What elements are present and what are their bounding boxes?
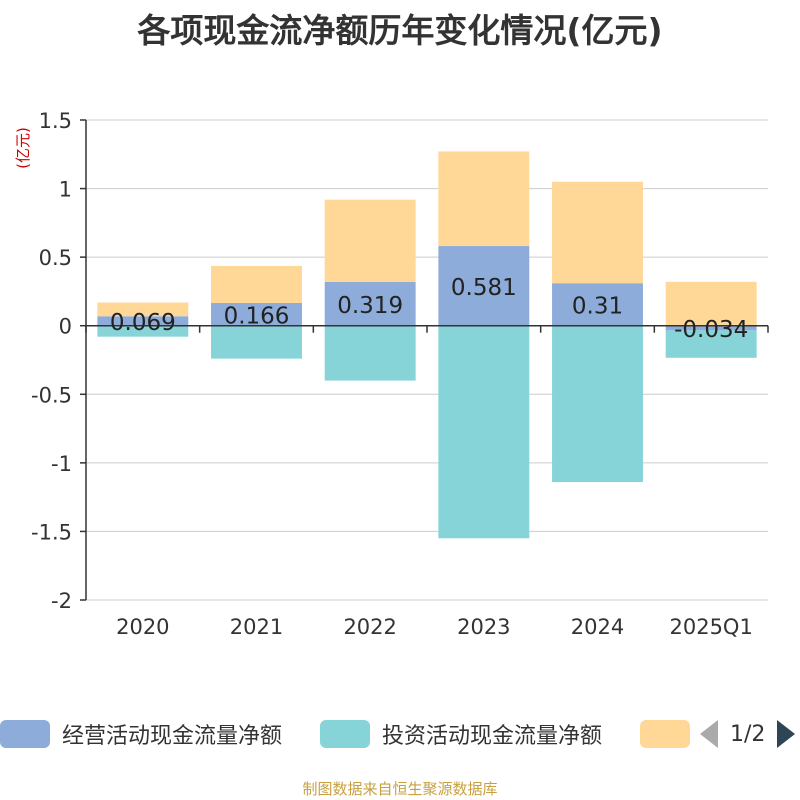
legend-pager: 1/2	[700, 716, 796, 752]
bar-series-0-2020[interactable]	[97, 316, 189, 326]
y-tick-label: 1	[59, 178, 72, 202]
legend-swatch-investing	[320, 720, 370, 748]
y-tick-label: -1.5	[31, 520, 72, 544]
legend-label-investing: 投资活动现金流量净额	[382, 724, 603, 749]
legend-item-third[interactable]	[640, 716, 690, 752]
bar-series-2-2021[interactable]	[211, 265, 302, 303]
bar-series-1-2022[interactable]	[324, 325, 416, 381]
bar-series-0-2022[interactable]	[324, 281, 416, 326]
y-tick-label: 0.5	[39, 246, 72, 270]
y-tick-label: -1	[51, 452, 72, 476]
bar-series-0-2021[interactable]	[211, 302, 302, 326]
data-label-2020: 0.069	[110, 310, 176, 336]
legend-item-investing[interactable]: 投资活动现金流量净额	[320, 716, 602, 752]
data-label-2025Q1: -0.034	[674, 317, 748, 343]
legend: 经营活动现金流量净额 投资活动现金流量净额	[0, 716, 800, 752]
bar-series-2-2025Q1[interactable]	[665, 281, 757, 326]
legend-page-indicator: 1/2	[730, 721, 766, 747]
legend-next-icon[interactable]	[777, 720, 796, 748]
data-labels: 0.069 0.166 0.319 0.581 0.31 -0.034	[110, 275, 748, 343]
bar-series-0-2023[interactable]	[438, 246, 530, 326]
y-tick-label: -2	[51, 589, 72, 613]
bar-series-0-2025Q1[interactable]	[665, 325, 757, 331]
x-tick-label: 2023	[457, 615, 510, 639]
bar-series-0-2024[interactable]	[552, 283, 643, 326]
grid-lines	[86, 119, 768, 601]
data-label-2022: 0.319	[337, 293, 403, 319]
bar-series-1-2020[interactable]	[97, 325, 189, 337]
bar-series-1-2021[interactable]	[211, 325, 302, 359]
x-tick-label: 2021	[230, 615, 283, 639]
legend-swatch-operating	[0, 720, 50, 748]
bar-series-2-2024[interactable]	[552, 181, 643, 284]
data-label-2024: 0.31	[572, 293, 623, 319]
legend-item-operating[interactable]: 经营活动现金流量净额	[0, 716, 282, 752]
x-tick-label: 2024	[571, 615, 624, 639]
bar-series-2-2023[interactable]	[438, 151, 530, 247]
bar-series-2-2020[interactable]	[97, 302, 189, 317]
y-tick-label: 0	[59, 315, 72, 339]
x-tick-label: 2022	[343, 615, 396, 639]
x-tick-label: 2020	[116, 615, 169, 639]
data-label-2023: 0.581	[451, 275, 517, 301]
chart-title: 各项现金流净额历年变化情况(亿元)	[137, 11, 663, 50]
legend-label-operating: 经营活动现金流量净额	[62, 724, 283, 749]
y-tick-label: 1.5	[39, 109, 72, 133]
axes: 1.5 1 0.5 0 -0.5 -1 -1.5 -2 2020 2021 2022 2023 2024…	[31, 109, 769, 639]
bar-series-1-2023[interactable]	[438, 325, 530, 539]
source-note: 制图数据来自恒生聚源数据库	[302, 780, 498, 798]
chart-plot: 1.5 1 0.5 0 -0.5 -1 -1.5 -2 2020 2021 2022 2023 2024…	[14, 109, 769, 639]
y-tick-label: -0.5	[31, 383, 72, 407]
legend-swatch-third	[640, 720, 690, 748]
bar-series-1-2025Q1[interactable]	[665, 330, 757, 358]
bar-series-2-2022[interactable]	[324, 199, 416, 282]
legend-prev-icon[interactable]	[700, 720, 718, 748]
bar-series-1-2024[interactable]	[552, 325, 643, 483]
x-tick-label: 2025Q1	[669, 615, 752, 639]
data-label-2021: 0.166	[224, 303, 290, 329]
y-axis-unit-label: (亿元)	[14, 127, 32, 169]
bars	[97, 151, 757, 539]
